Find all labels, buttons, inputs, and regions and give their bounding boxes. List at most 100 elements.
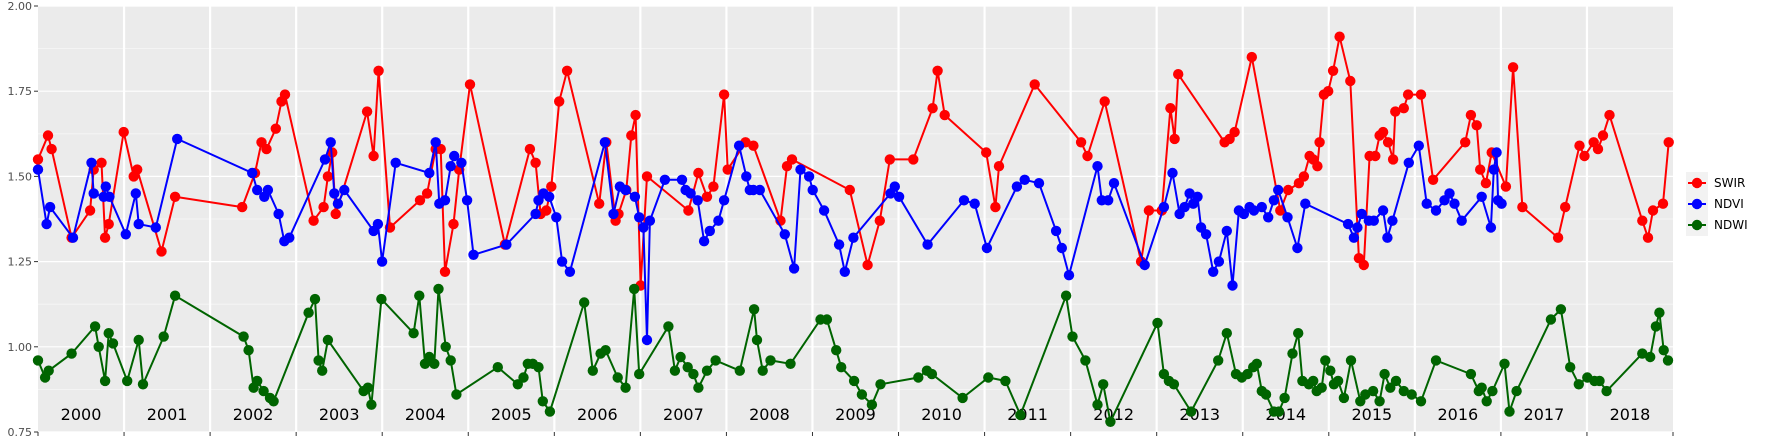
data-point-ndwi — [93, 341, 104, 352]
data-point-ndwi — [1406, 389, 1417, 400]
data-point-swir — [990, 201, 1001, 213]
data-point-swir — [939, 109, 950, 121]
data-point-ndvi — [262, 184, 274, 196]
year-label: 2003 — [319, 405, 360, 424]
data-point-ndvi — [424, 167, 435, 179]
data-point-ndvi — [530, 208, 541, 220]
data-point-ndvi — [1033, 178, 1045, 189]
data-point-swir — [464, 79, 476, 90]
data-point-ndwi — [1015, 409, 1026, 421]
data-point-ndvi — [32, 164, 44, 175]
data-point-ndwi — [1637, 348, 1648, 359]
data-point-swir — [132, 164, 143, 175]
data-point-ndwi — [1338, 392, 1350, 404]
data-point-swir — [1637, 215, 1648, 226]
data-point-swir — [1480, 178, 1492, 189]
data-point-ndvi — [1342, 218, 1354, 230]
data-point-swir — [862, 259, 873, 271]
data-point-swir — [1345, 75, 1356, 87]
data-point-swir — [927, 103, 938, 114]
data-point-ndwi — [366, 399, 377, 410]
data-point-ndvi — [1282, 212, 1293, 223]
data-point-swir — [448, 218, 459, 230]
data-point-swir — [1387, 154, 1399, 165]
data-point-swir — [718, 89, 730, 100]
data-point-swir — [1323, 86, 1334, 97]
data-point-ndwi — [1555, 304, 1567, 315]
data-point-swir — [626, 130, 637, 141]
data-point-ndvi — [969, 198, 980, 209]
data-point-ndwi — [1499, 358, 1510, 369]
data-point-ndwi — [99, 375, 111, 387]
data-point-ndvi — [390, 157, 401, 168]
data-point-swir — [524, 143, 536, 155]
data-point-ndwi — [587, 365, 598, 376]
data-point-ndvi — [1348, 232, 1360, 243]
data-point-ndwi — [1511, 385, 1522, 397]
data-point-swir — [1275, 205, 1286, 216]
legend-item-ndwi: NDWI — [1686, 214, 1748, 236]
data-point-swir — [1500, 181, 1512, 192]
data-point-ndwi — [682, 362, 693, 373]
data-point-swir — [541, 205, 552, 216]
data-point-ndwi — [309, 293, 321, 305]
data-point-ndvi — [922, 239, 933, 250]
data-point-swir — [1358, 259, 1370, 271]
data-point-ndwi — [1308, 375, 1319, 387]
data-point-ndvi — [713, 215, 724, 226]
data-point-ndvi — [1050, 225, 1062, 237]
data-point-ndvi — [430, 137, 441, 148]
data-point-ndvi — [1273, 184, 1284, 196]
data-point-ndwi — [612, 372, 623, 383]
data-point-ndwi — [133, 334, 144, 346]
data-point-ndvi — [551, 212, 562, 223]
data-point-swir — [1471, 120, 1482, 131]
data-point-ndvi — [779, 229, 790, 240]
data-point-ndwi — [1385, 382, 1396, 393]
series-ndvi — [32, 133, 1507, 346]
data-point-ndvi — [88, 188, 99, 199]
data-point-ndwi — [243, 345, 254, 356]
data-point-swir — [1334, 31, 1345, 42]
data-point-ndwi — [1279, 392, 1290, 404]
data-point-ndvi — [1456, 215, 1467, 226]
legend-key-marker — [1691, 219, 1703, 231]
data-point-ndwi — [1000, 375, 1011, 387]
data-point-ndwi — [1374, 396, 1385, 407]
data-point-ndwi — [1251, 358, 1263, 369]
data-point-ndvi — [833, 239, 845, 250]
data-point-ndwi — [313, 355, 324, 366]
data-point-swir — [844, 184, 855, 196]
data-point-ndvi — [1184, 188, 1195, 199]
data-point-swir — [318, 201, 329, 213]
data-point-ndvi — [958, 195, 970, 206]
data-point-ndwi — [169, 290, 181, 301]
data-point-ndvi — [339, 184, 350, 196]
data-point-ndvi — [795, 164, 806, 175]
data-point-ndvi — [376, 256, 388, 267]
series-swir — [32, 31, 1674, 291]
data-point-ndvi — [1221, 225, 1233, 237]
data-point-ndwi — [1320, 355, 1331, 366]
data-point-swir — [1382, 137, 1394, 148]
data-point-ndvi — [468, 249, 479, 260]
data-point-swir — [270, 123, 281, 134]
data-point-ndvi — [456, 157, 467, 168]
data-point-swir — [1099, 96, 1110, 107]
data-point-swir — [722, 164, 733, 175]
data-point-ndvi — [104, 191, 115, 202]
data-point-ndwi — [362, 382, 374, 393]
data-point-ndwi — [831, 345, 842, 356]
year-label: 2016 — [1438, 405, 1479, 424]
year-label: 2007 — [663, 405, 704, 424]
data-point-ndvi — [1382, 232, 1393, 243]
data-point-ndwi — [322, 334, 334, 346]
data-point-swir — [981, 147, 992, 158]
data-point-ndvi — [1238, 208, 1250, 220]
data-point-ndvi — [130, 188, 141, 199]
data-point-swir — [1597, 130, 1609, 141]
data-point-ndwi — [1430, 355, 1442, 366]
data-point-ndvi — [247, 167, 258, 179]
year-label: 2006 — [577, 405, 618, 424]
